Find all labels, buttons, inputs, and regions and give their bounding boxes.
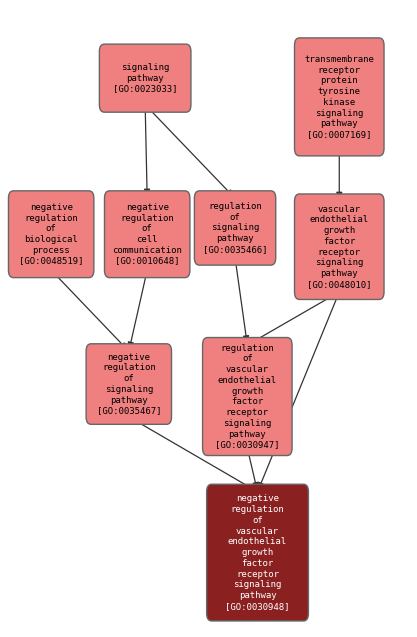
FancyBboxPatch shape xyxy=(8,191,94,278)
Text: transmembrane
receptor
protein
tyrosine
kinase
signaling
pathway
[GO:0007169]: transmembrane receptor protein tyrosine … xyxy=(304,55,374,139)
FancyBboxPatch shape xyxy=(203,338,292,455)
Text: regulation
of
signaling
pathway
[GO:0035466]: regulation of signaling pathway [GO:0035… xyxy=(203,202,267,254)
FancyBboxPatch shape xyxy=(86,344,171,424)
FancyBboxPatch shape xyxy=(99,44,191,112)
FancyBboxPatch shape xyxy=(105,191,190,278)
FancyBboxPatch shape xyxy=(294,194,384,299)
Text: negative
regulation
of
cell
communication
[GO:0010648]: negative regulation of cell communicatio… xyxy=(112,203,182,266)
Text: negative
regulation
of
signaling
pathway
[GO:0035467]: negative regulation of signaling pathway… xyxy=(97,353,161,415)
Text: negative
regulation
of
vascular
endothelial
growth
factor
receptor
signaling
pat: negative regulation of vascular endothel… xyxy=(225,494,290,611)
Text: signaling
pathway
[GO:0023033]: signaling pathway [GO:0023033] xyxy=(113,63,177,94)
FancyBboxPatch shape xyxy=(194,191,276,265)
Text: regulation
of
vascular
endothelial
growth
factor
receptor
signaling
pathway
[GO:: regulation of vascular endothelial growt… xyxy=(215,343,279,450)
FancyBboxPatch shape xyxy=(207,484,309,621)
Text: negative
regulation
of
biological
process
[GO:0048519]: negative regulation of biological proces… xyxy=(19,203,83,266)
Text: vascular
endothelial
growth
factor
receptor
signaling
pathway
[GO:0048010]: vascular endothelial growth factor recep… xyxy=(307,204,372,289)
FancyBboxPatch shape xyxy=(294,38,384,156)
